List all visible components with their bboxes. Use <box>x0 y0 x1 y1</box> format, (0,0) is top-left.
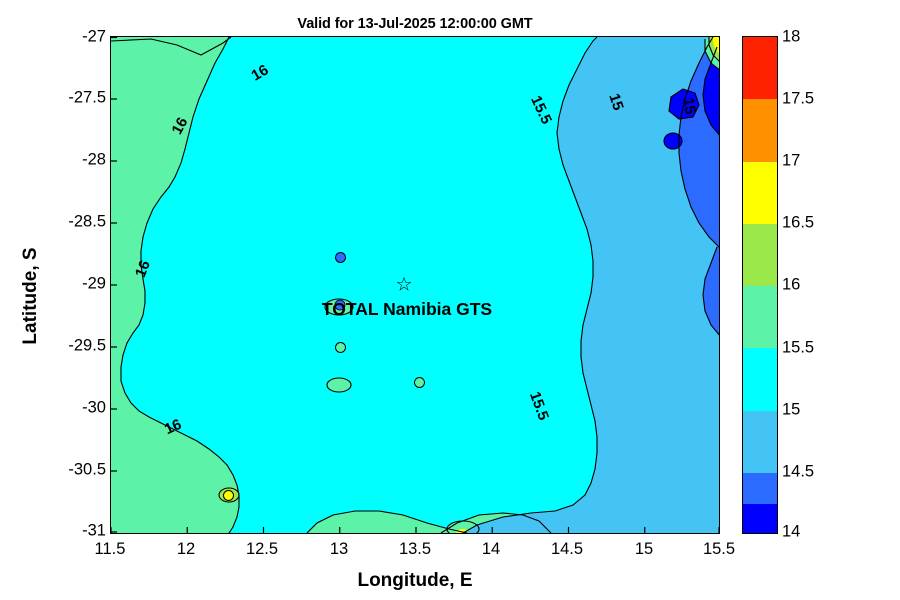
colorbar-band <box>743 348 777 411</box>
colorbar-tick-label: 17 <box>782 151 801 170</box>
ytick-label: -28 <box>82 150 106 169</box>
blob-14-small <box>664 133 682 149</box>
region-14.5-15-east-edge <box>703 242 719 335</box>
region-16-16.5-northwest-notch <box>111 37 231 55</box>
region-warm-ne-yellow <box>713 37 719 53</box>
contour-15.5-east <box>462 37 598 533</box>
ytick-label: -30.5 <box>68 460 106 479</box>
colorbar-tick-label: 17.5 <box>782 89 815 108</box>
colorbar-band <box>743 161 777 224</box>
colorbar-tick-label: 14.5 <box>782 462 815 481</box>
colorbar-tick-label: 16.5 <box>782 213 815 232</box>
region-16-16.5-west <box>111 37 239 533</box>
colorbar-band <box>743 99 777 162</box>
ytick-label: -31 <box>82 521 106 540</box>
contour-14.5-blob-small <box>663 132 683 150</box>
contour-16-south <box>306 510 468 533</box>
xtick-label: 15.5 <box>702 540 736 558</box>
marker-point <box>334 299 346 311</box>
contour-field <box>111 37 719 533</box>
scatter-marker <box>223 490 235 502</box>
colorbar <box>742 36 778 534</box>
scatter-marker <box>334 342 346 353</box>
y-axis-label: Latitude, S <box>20 247 41 345</box>
contour-14.5-blob <box>668 88 700 120</box>
station-label: TOTAL Namibia GTS <box>321 299 493 319</box>
colorbar-band <box>743 37 777 100</box>
contour-16-nw-notch <box>111 37 232 56</box>
contour-15-east-edge <box>702 246 719 336</box>
region-15-15.5-east <box>463 37 719 533</box>
colorbar-tick-label: 14 <box>782 522 801 541</box>
ytick-label: -29.5 <box>68 336 106 355</box>
ytick-label: -27 <box>82 27 106 46</box>
contour-lines <box>111 37 719 533</box>
contour-16-ne <box>704 39 719 71</box>
colorbar-tick-label: 15 <box>782 400 801 419</box>
region-16-16.5-south <box>307 511 467 533</box>
contour-label: 15 <box>679 96 699 116</box>
xtick-label: 12.5 <box>245 540 279 558</box>
colorbar-band <box>743 472 777 504</box>
x-axis-label: Longitude, E <box>357 570 473 591</box>
colorbar-band <box>743 503 777 533</box>
station-marker-icon: ☆ <box>395 274 413 296</box>
contour-16-blob-mid <box>324 298 354 316</box>
ytick-label: -29 <box>82 274 106 293</box>
contour-16-blob-sw <box>218 487 240 503</box>
xtick-label: 14.5 <box>550 540 584 558</box>
colorbar-tick-label: 18 <box>782 27 801 46</box>
colorbar-tick-label: 16 <box>782 275 801 294</box>
ytick-label: -28.5 <box>68 212 106 231</box>
tick-marks <box>111 37 719 533</box>
small-markers <box>334 299 346 311</box>
xtick-label: 14 <box>481 540 501 558</box>
xtick-label: 15 <box>634 540 654 558</box>
ytick-label: -30 <box>82 398 106 417</box>
contour-16-south2 <box>440 512 552 533</box>
xtick-label: 13 <box>329 540 349 558</box>
contour-plot-axes: 16 16 16 16 16 16 15.5 15.5 15 15 ☆ TOTA… <box>110 36 720 534</box>
scatter-marker <box>334 252 346 264</box>
ytick-label: -27.5 <box>68 88 106 107</box>
colorbar-band <box>743 286 777 349</box>
xtick-label: 12 <box>176 540 196 558</box>
xtick-label: 13.5 <box>398 540 432 558</box>
contour-16-blob-se <box>446 520 480 533</box>
colorbar-band <box>743 410 777 473</box>
colorbar-tick-label: 15.5 <box>782 338 815 357</box>
contour-16-west <box>120 37 240 533</box>
colorbar-band <box>743 223 777 286</box>
xtick-label: 11.5 <box>94 540 126 558</box>
page-title: Valid for 13-Jul-2025 12:00:00 GMT <box>297 16 533 32</box>
contour-16-blob-lower <box>326 377 352 393</box>
scatter-marker <box>414 376 426 388</box>
blob-16-lower <box>327 378 351 392</box>
contour-16.5-ne <box>708 37 719 62</box>
contour-15-northeast <box>678 37 719 248</box>
